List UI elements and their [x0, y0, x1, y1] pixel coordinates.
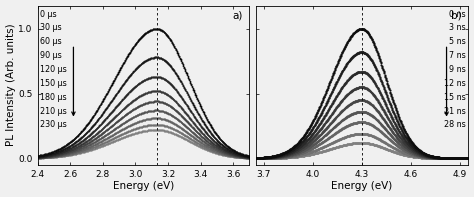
Text: 5 ns: 5 ns	[449, 37, 465, 46]
Text: 230 μs: 230 μs	[40, 120, 66, 129]
X-axis label: Energy (eV): Energy (eV)	[113, 181, 174, 191]
Text: 210 μs: 210 μs	[40, 107, 66, 115]
Text: 180 μs: 180 μs	[40, 93, 66, 102]
Text: 0 μs: 0 μs	[40, 9, 56, 19]
Text: a): a)	[233, 10, 243, 20]
Text: 0 ns: 0 ns	[449, 9, 465, 19]
Text: 60 μs: 60 μs	[40, 37, 61, 46]
Text: 21 ns: 21 ns	[444, 107, 465, 115]
Text: 150 μs: 150 μs	[40, 79, 66, 88]
Text: 15 ns: 15 ns	[444, 93, 465, 102]
Text: 30 μs: 30 μs	[40, 23, 61, 32]
X-axis label: Energy (eV): Energy (eV)	[331, 181, 392, 191]
Text: 120 μs: 120 μs	[40, 65, 66, 74]
Text: 12 ns: 12 ns	[444, 79, 465, 88]
Y-axis label: PL Intensity (Arb. units): PL Intensity (Arb. units)	[6, 24, 16, 147]
Text: 3 ns: 3 ns	[449, 23, 465, 32]
Text: 90 μs: 90 μs	[40, 51, 62, 60]
Text: b): b)	[451, 10, 461, 20]
Text: 9 ns: 9 ns	[449, 65, 465, 74]
Text: 28 ns: 28 ns	[444, 120, 465, 129]
Text: 7 ns: 7 ns	[449, 51, 465, 60]
